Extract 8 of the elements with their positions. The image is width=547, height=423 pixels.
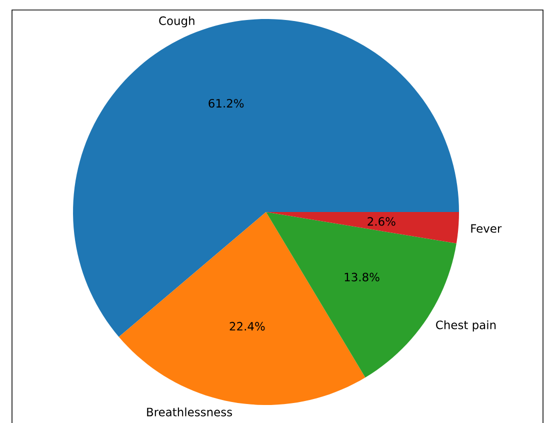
data-label: 61.2%	[208, 98, 244, 108]
slice-label: Breathlessness	[147, 408, 232, 416]
data-label: 13.8%	[344, 272, 380, 282]
slice-label: Cough	[159, 16, 194, 28]
data-label: 22.4%	[230, 322, 265, 331]
data-label: 2.6%	[368, 217, 396, 226]
slice-label: Fever	[471, 224, 502, 233]
slice-label: Chest pain	[436, 320, 496, 332]
